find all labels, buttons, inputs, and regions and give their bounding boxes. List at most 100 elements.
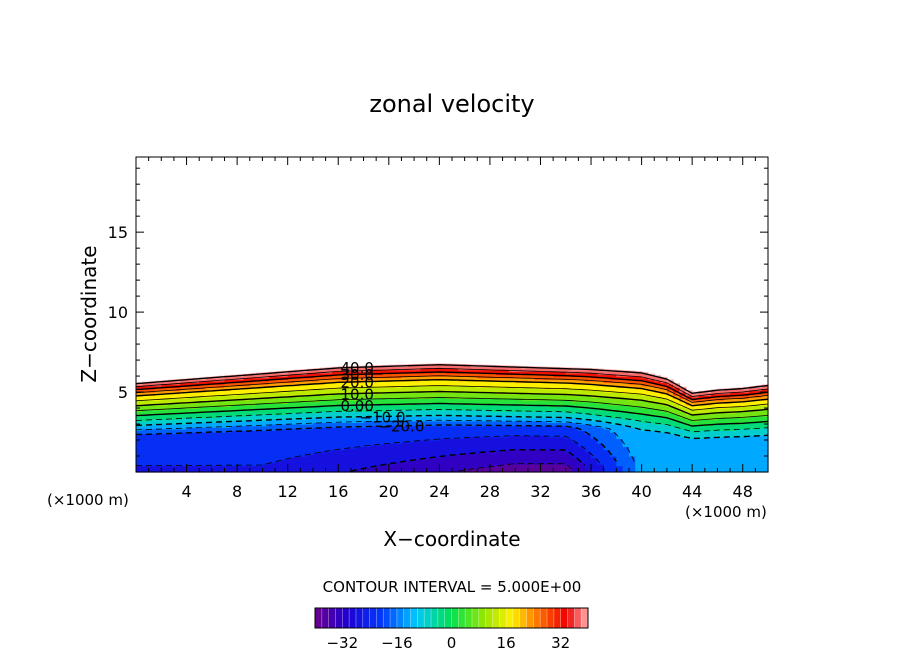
field-cell (382, 366, 390, 369)
field-cell (338, 467, 346, 470)
field-cell (414, 459, 421, 462)
field-cell (578, 416, 586, 419)
field-cell (616, 465, 624, 468)
field-cell (452, 440, 459, 443)
field-cell (148, 395, 156, 398)
field-cell (249, 427, 257, 430)
field-cell (249, 393, 257, 396)
field-cell (211, 422, 219, 425)
field-cell (211, 417, 219, 420)
field-cell (161, 449, 169, 452)
field-cell (268, 417, 276, 420)
field-cell (154, 400, 162, 403)
field-cell (312, 425, 320, 428)
field-cell (489, 460, 497, 464)
field-cell (496, 432, 504, 435)
field-cell (180, 430, 188, 433)
field-cell (452, 435, 459, 438)
field-cell (496, 412, 504, 416)
field-cell (597, 427, 605, 430)
field-cell (312, 451, 320, 454)
field-cell (572, 454, 579, 457)
field-cell (572, 406, 579, 409)
field-cell (312, 462, 320, 465)
field-cell (325, 390, 333, 393)
field-cell (369, 406, 377, 409)
field-cell (452, 438, 459, 441)
field-cell (572, 451, 579, 454)
field-cell (572, 408, 579, 411)
field-cell (142, 449, 150, 452)
field-cell (369, 419, 377, 422)
field-cell (470, 419, 478, 422)
field-cell (262, 456, 270, 459)
field-cell (433, 465, 440, 468)
field-cell (369, 441, 377, 444)
field-cell (540, 408, 548, 411)
field-cell (407, 416, 415, 419)
field-cell (433, 454, 440, 457)
field-cell (578, 449, 586, 452)
field-cell (357, 368, 365, 371)
field-cell (433, 462, 440, 465)
field-cell (597, 464, 605, 467)
field-cell (388, 448, 396, 451)
field-cell (508, 409, 516, 412)
field-cell (382, 408, 390, 411)
field-cell (622, 457, 630, 460)
field-cell (331, 414, 339, 417)
field-cell (211, 459, 219, 462)
field-cell (414, 457, 421, 460)
field-cell (546, 411, 554, 414)
field-cell (584, 444, 592, 448)
field-cell (161, 411, 169, 414)
field-cell (553, 440, 561, 443)
field-cell (616, 438, 624, 441)
field-cell (243, 393, 251, 396)
field-cell (414, 401, 421, 404)
field-cell (401, 449, 409, 452)
field-cell (483, 467, 491, 470)
field-cell (452, 366, 459, 369)
field-cell (584, 457, 592, 460)
field-cell (357, 468, 365, 471)
field-cell (584, 392, 592, 395)
field-cell (369, 433, 377, 436)
field-cell (300, 440, 308, 443)
field-cell (527, 379, 535, 382)
field-cell (578, 428, 586, 432)
field-cell (376, 459, 384, 462)
field-cell (603, 417, 611, 420)
field-cell (477, 459, 485, 462)
field-cell (211, 427, 219, 430)
field-cell (363, 448, 371, 451)
field-cell (622, 468, 630, 471)
field-cell (268, 446, 276, 449)
field-cell (331, 460, 339, 464)
field-cell (496, 433, 504, 436)
field-cell (572, 420, 579, 424)
field-cell (521, 400, 529, 403)
field-cell (616, 464, 624, 467)
field-cell (275, 379, 282, 382)
field-cell (483, 364, 491, 366)
field-cell (426, 464, 434, 467)
field-cell (300, 380, 308, 384)
field-cell (275, 465, 282, 468)
field-cell (388, 380, 396, 384)
field-cell (483, 366, 491, 369)
field-cell (243, 411, 251, 414)
field-cell (559, 414, 567, 417)
field-cell (300, 422, 308, 425)
field-cell (546, 438, 554, 441)
field-cell (192, 420, 200, 424)
field-cell (616, 416, 624, 419)
field-cell (616, 441, 624, 444)
field-cell (243, 438, 251, 441)
field-cell (142, 467, 150, 470)
field-cell (534, 422, 542, 425)
field-cell (161, 409, 169, 412)
field-cell (344, 438, 352, 441)
field-cell (180, 425, 188, 428)
field-cell (338, 366, 346, 368)
